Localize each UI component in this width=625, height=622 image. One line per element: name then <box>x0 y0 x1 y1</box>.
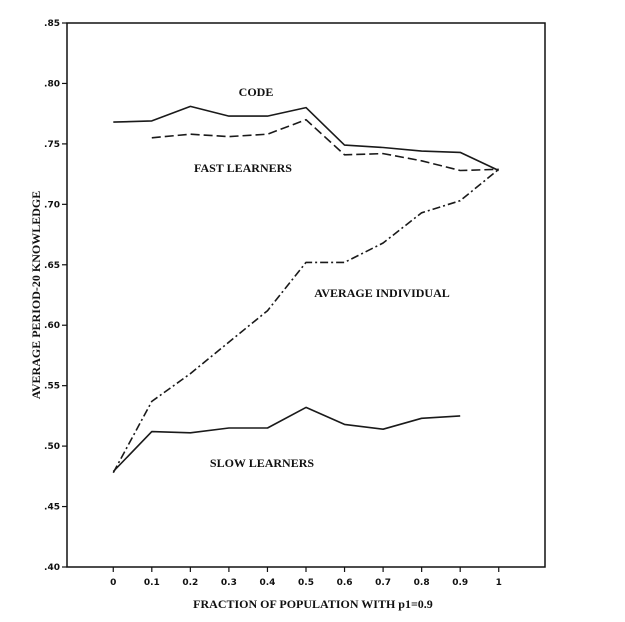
y-tick-label: .55 <box>44 382 60 392</box>
series-line-average-individual <box>112 168 500 474</box>
series-label-slow-learners: SLOW LEARNERS <box>210 456 314 470</box>
plot-frame <box>66 22 546 568</box>
y-axis-ticks: .40 .45 .50 .55 .60 .65 .70 .75 .80 .85 <box>44 19 67 573</box>
series-label-average-individual: AVERAGE INDIVIDUAL <box>314 286 449 300</box>
y-tick-label: .40 <box>44 563 60 573</box>
series-line-code <box>113 105 500 172</box>
x-tick-label: 0.5 <box>298 578 314 588</box>
series-label-fast-learners: FAST LEARNERS <box>194 161 292 175</box>
x-tick-label: 0.9 <box>452 578 468 588</box>
y-tick-label: .45 <box>44 503 60 513</box>
x-axis-ticks: 0 0.1 0.2 0.3 0.4 0.5 0.6 0.7 0.8 0.9 1 <box>110 567 502 588</box>
y-tick-label: .85 <box>44 19 60 29</box>
x-tick-label: 0.1 <box>144 578 160 588</box>
x-tick-label: 0.8 <box>414 578 430 588</box>
y-tick-label: .50 <box>44 442 60 452</box>
x-tick-label: 1 <box>496 578 502 588</box>
y-tick-label: .60 <box>44 321 60 331</box>
x-tick-label: 0.7 <box>375 578 391 588</box>
y-tick-label: .75 <box>44 140 60 150</box>
y-tick-label: .70 <box>44 200 60 210</box>
series-line-fast-learners <box>151 118 499 172</box>
x-tick-label: 0.2 <box>182 578 198 588</box>
series-line-slow-learners <box>112 406 461 473</box>
y-axis-title: AVERAGE PERIOD-20 KNOWLEDGE <box>29 191 43 399</box>
x-axis-title: FRACTION OF POPULATION WITH p1=0.9 <box>193 597 433 611</box>
y-tick-label: .65 <box>44 261 60 271</box>
x-tick-label: 0.4 <box>259 578 275 588</box>
x-tick-label: 0.6 <box>337 578 353 588</box>
x-tick-label: 0 <box>110 578 116 588</box>
series-lines <box>112 105 500 474</box>
series-label-code: CODE <box>239 85 274 99</box>
y-tick-label: .80 <box>44 79 60 89</box>
x-tick-label: 0.3 <box>221 578 237 588</box>
